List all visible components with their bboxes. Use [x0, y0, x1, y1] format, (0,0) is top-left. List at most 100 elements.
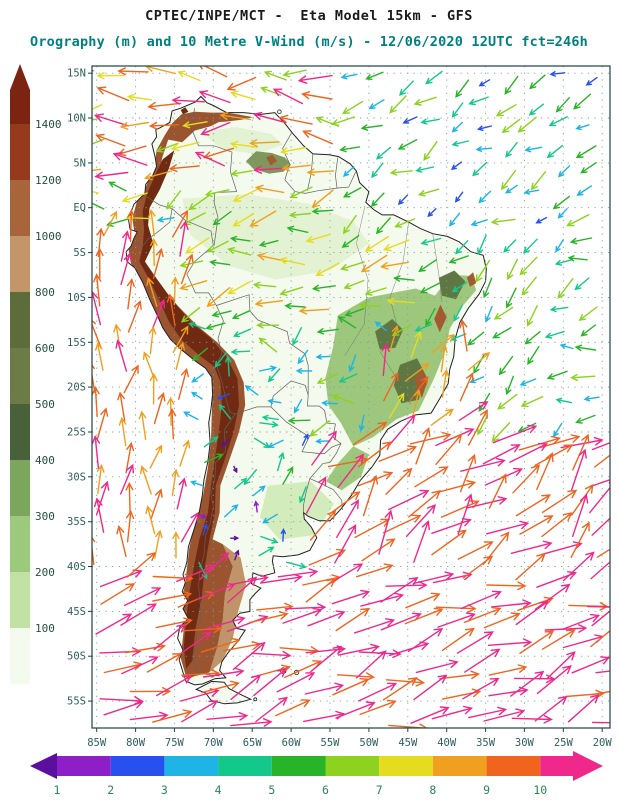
wind-arrow [177, 631, 212, 657]
wind-arrow [394, 218, 416, 228]
wind-arrow [576, 185, 592, 196]
wind-arrow [227, 576, 258, 604]
wind-arrow [229, 235, 251, 243]
wind-arrow [205, 322, 226, 331]
wind-arrow [574, 344, 597, 352]
wind-arrow [93, 273, 102, 307]
wind-arrow [200, 637, 241, 653]
wind-arrow [212, 210, 232, 226]
wind-band [218, 756, 272, 776]
wind-arrow [304, 682, 345, 695]
wind-arrow [298, 306, 330, 315]
wind-arrow [179, 260, 204, 268]
wind-arrow [293, 399, 303, 414]
wind-arrow [570, 448, 587, 491]
terrain-santa-marta [180, 107, 189, 115]
wind-arrow [437, 480, 477, 493]
wind-arrow [482, 444, 521, 465]
orography-colorbar: 1400 1200 1000 800 600 500 400 300 200 100 [10, 64, 62, 684]
wind-arrow [519, 515, 554, 535]
wind-arrow [571, 483, 594, 516]
wind-arrow [276, 672, 316, 693]
wind-arrow [202, 667, 245, 678]
wind-arrow [315, 262, 340, 277]
wind-arrow [305, 578, 336, 603]
wind-arrow [230, 574, 270, 586]
wind-arrow [232, 188, 259, 202]
wind-arrow [362, 474, 379, 517]
wind-arrow [385, 677, 426, 687]
wind-arrow [591, 517, 610, 536]
wind-arrow [316, 373, 339, 384]
wind-arrow [488, 664, 528, 676]
wind-arrow [181, 700, 219, 723]
wind-arrow [149, 444, 163, 469]
orography-band [10, 404, 30, 460]
wind-arrow [125, 642, 166, 654]
wind-arrow [535, 216, 548, 224]
wind-arrow [371, 162, 384, 179]
wind-arrow [201, 680, 240, 694]
wind-arrow [453, 304, 463, 322]
lon-tick-label: 55W [321, 737, 341, 749]
terrain-venezuela-coastal-range [203, 113, 253, 123]
orography-scale-label: 100 [35, 622, 55, 635]
wind-arrow [121, 656, 159, 675]
wind-arrow [425, 308, 436, 327]
terrain-andes-crest [139, 150, 239, 669]
lat-tick-label: EQ [73, 202, 86, 214]
wind-arrow [425, 70, 443, 85]
wind-arrow [389, 169, 413, 176]
orography-band [10, 628, 30, 684]
wind-arrow [413, 674, 448, 701]
wind-arrow [336, 499, 359, 538]
wind-arrow [339, 145, 361, 153]
wind-arrow [575, 414, 596, 424]
lon-tick-label: 70W [204, 737, 224, 749]
lon-tick-label: 25W [554, 737, 574, 749]
wind-arrow [289, 186, 313, 199]
wind-arrow [230, 718, 273, 727]
wind-arrow [431, 518, 472, 534]
wind-arrow [517, 116, 537, 133]
country-border [234, 380, 309, 415]
wind-arrow [490, 599, 532, 609]
wind-arrow [500, 169, 517, 191]
wind-arrow [311, 189, 334, 208]
wind-arrow [234, 549, 240, 561]
wind-arrow [123, 364, 139, 394]
wind-arrow [451, 121, 463, 133]
wind-arrow [492, 327, 512, 339]
wind-arrow [358, 682, 398, 702]
wind-arrow [126, 277, 135, 310]
wind-arrow [225, 355, 232, 377]
country-border [284, 171, 357, 194]
wind-arrow [214, 351, 227, 368]
wind-arrow [397, 139, 418, 150]
wind-arrow [430, 408, 454, 426]
wind-arrow [154, 529, 163, 559]
wind-band [271, 756, 326, 776]
wind-arrow [343, 166, 355, 177]
wind-arrow [253, 500, 259, 513]
wind-arrow [342, 100, 364, 115]
wind-arrow [590, 629, 610, 648]
wind-arrow [166, 190, 182, 210]
wind-arrow [252, 111, 286, 124]
wind-arrow [103, 210, 118, 236]
wind-arrow [92, 168, 102, 172]
wind-arrow [338, 373, 358, 383]
wind-arrow [171, 468, 179, 497]
wind-arrow [476, 125, 492, 131]
wind-arrow [488, 473, 507, 509]
wind-arrow [418, 259, 437, 273]
wind-arrow [467, 352, 491, 371]
wind-arrow [233, 465, 238, 474]
wind-arrow [199, 66, 228, 78]
wind-arrow [591, 610, 610, 627]
wind-arrow [92, 190, 100, 194]
wind-arrow [553, 422, 563, 438]
wind-arrow [232, 641, 266, 671]
wind-arrow [389, 95, 407, 114]
wind-arrow [155, 617, 193, 629]
